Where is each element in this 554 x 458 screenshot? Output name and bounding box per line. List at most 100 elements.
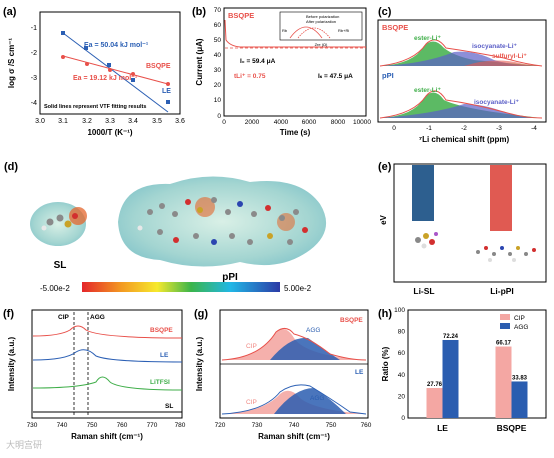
panel-f-letter: (f) bbox=[3, 308, 14, 320]
c-top-sulfuryl-peak bbox=[464, 60, 542, 66]
b-xtick: 6000 bbox=[302, 119, 317, 126]
a-label-le: LE bbox=[162, 88, 171, 95]
panel-b-xticks: 0 2000 4000 6000 8000 10000 bbox=[222, 119, 371, 126]
panel-d: (d) SL pPI -5.00e-2 5.00e-2 bbox=[4, 161, 327, 293]
b-ytick: 70 bbox=[214, 7, 222, 14]
b-title: BSQPE bbox=[228, 11, 254, 20]
f-ylabel: Intensity (a.u.) bbox=[7, 337, 16, 392]
d-color-scale bbox=[82, 282, 280, 292]
h-ytick: 60 bbox=[398, 350, 406, 357]
a-ytick: -4 bbox=[31, 100, 37, 107]
c-bottom-isocyanate-peak bbox=[380, 104, 542, 118]
a-label-bsqpe: BSQPE bbox=[146, 63, 171, 70]
h-category-label: LE bbox=[437, 423, 448, 433]
d-label-sl: SL bbox=[54, 260, 67, 271]
b-current-curve bbox=[224, 19, 366, 48]
panel-b-frame bbox=[223, 7, 367, 117]
panel-a-ylabel: log σ /S cm⁻¹ bbox=[7, 38, 16, 88]
h-bar-value-label: 72.24 bbox=[443, 334, 459, 340]
b-ytick: 60 bbox=[214, 22, 222, 29]
g-xtick: 730 bbox=[252, 422, 263, 429]
b-xtick: 2000 bbox=[245, 119, 260, 126]
a-bsqpe-points bbox=[61, 55, 170, 86]
h-bar-agg-bsqpe bbox=[511, 381, 528, 418]
f-xtick: 750 bbox=[87, 422, 98, 429]
f-label-bsqpe: BSQPE bbox=[150, 327, 173, 334]
a-bsqpe-point bbox=[166, 82, 170, 86]
g-xtick: 760 bbox=[361, 422, 372, 429]
a-le-point bbox=[107, 63, 111, 67]
f-xlabel: Raman shift (cm⁻¹) bbox=[71, 432, 143, 441]
f-curve-litfsi bbox=[32, 376, 183, 391]
f-label-sl: SL bbox=[165, 403, 173, 410]
panel-e: (e) eV Li-SL Li-pPI bbox=[378, 161, 547, 296]
c-ester: ester-Li⁺ bbox=[414, 35, 441, 42]
g-bottom-agg bbox=[274, 388, 346, 414]
panel-d-letter: (d) bbox=[4, 161, 18, 173]
f-xtick: 730 bbox=[27, 422, 38, 429]
e-cat-li-ppi: Li-pPI bbox=[490, 286, 514, 296]
h-ytick: 0 bbox=[401, 415, 405, 422]
a-le-point bbox=[61, 31, 65, 35]
panel-c-letter: (c) bbox=[378, 6, 392, 18]
a-bsqpe-point bbox=[131, 72, 135, 76]
panel-c-xticks: 0 -1 -2 -3 -4 bbox=[392, 125, 537, 132]
d-label-ppi: pPI bbox=[222, 272, 238, 283]
panel-h-frame bbox=[407, 309, 547, 419]
panel-h: (h) Ratio (%) 0 20 40 60 80 100 27.76 72.24 66.… bbox=[378, 307, 547, 433]
panel-b: (b) 0 10 20 30 40 50 60 70 0 2000 4000 6… bbox=[192, 6, 371, 137]
a-le-points bbox=[61, 31, 170, 104]
f-curve-bsqpe bbox=[32, 325, 183, 339]
h-bars: 27.76 72.24 66.17 33.83 bbox=[426, 334, 528, 418]
b-ytick: 50 bbox=[214, 37, 222, 44]
b-xtick: 8000 bbox=[331, 119, 346, 126]
g-xticks: 720 730 740 750 760 bbox=[215, 422, 372, 429]
f-xticks: 730 740 750 760 770 780 bbox=[27, 422, 186, 429]
c-xlabel: ⁷Li chemical shift (ppm) bbox=[419, 135, 510, 144]
d-sl-atoms bbox=[41, 213, 78, 231]
b-xtick: 0 bbox=[222, 119, 226, 126]
b-ytick: 40 bbox=[214, 52, 222, 59]
panel-f: (f) Intensity (a.u.) CIP AGG BSQPE LE Li… bbox=[3, 308, 186, 441]
g-ylabel: Intensity (a.u.) bbox=[195, 337, 204, 392]
b-tli: tLi⁺ = 0.75 bbox=[234, 73, 266, 80]
f-xtick: 760 bbox=[117, 422, 128, 429]
d-ppi-surface bbox=[118, 176, 327, 267]
e-cat-li-sl: Li-SL bbox=[413, 286, 434, 296]
g-xtick: 740 bbox=[289, 422, 300, 429]
d-ppi-atoms bbox=[137, 197, 308, 245]
panel-h-letter: (h) bbox=[378, 308, 392, 320]
h-categories: LE BSQPE bbox=[437, 423, 527, 433]
c-bottom-ester-peak bbox=[380, 92, 542, 118]
c-xtick: -4 bbox=[531, 125, 537, 132]
h-ytick: 100 bbox=[394, 307, 405, 314]
a-xtick: 3.3 bbox=[105, 118, 115, 125]
a-ytick: -3 bbox=[31, 75, 37, 82]
b-inset-xlabel: Zre (Ω) bbox=[315, 42, 328, 47]
a-bsqpe-point bbox=[61, 55, 65, 59]
panel-b-letter: (b) bbox=[192, 6, 206, 18]
panel-e-frame bbox=[393, 163, 547, 283]
g-top-agg-label: AGG bbox=[306, 327, 320, 334]
h-yticks: 0 20 40 60 80 100 bbox=[394, 307, 405, 422]
b-inset-rs: Rb+Ri bbox=[338, 28, 349, 33]
h-ytick: 80 bbox=[398, 329, 406, 336]
panel-a-letter: (a) bbox=[3, 6, 17, 18]
e-ppi-structure bbox=[476, 246, 536, 262]
d-scale-max: 5.00e-2 bbox=[284, 284, 312, 293]
c-xtick: 0 bbox=[392, 125, 396, 132]
h-ytick: 40 bbox=[398, 372, 406, 379]
b-inset-frame bbox=[279, 11, 363, 41]
f-agg: AGG bbox=[90, 314, 105, 321]
g-xtick: 720 bbox=[215, 422, 226, 429]
g-bottom-cip-label: CIP bbox=[246, 399, 257, 406]
b-ytick: 0 bbox=[217, 113, 221, 120]
a-bsqpe-point bbox=[85, 62, 89, 66]
h-bar-cip-le bbox=[426, 388, 443, 418]
b-ytick: 30 bbox=[214, 67, 222, 74]
a-xtick: 3.4 bbox=[128, 118, 138, 125]
c-bottom-title: pPI bbox=[382, 71, 394, 80]
a-le-point bbox=[166, 100, 170, 104]
b-xtick: 4000 bbox=[274, 119, 289, 126]
panel-a-xticks: 3.0 3.1 3.2 3.3 3.4 3.5 3.6 bbox=[35, 118, 185, 125]
